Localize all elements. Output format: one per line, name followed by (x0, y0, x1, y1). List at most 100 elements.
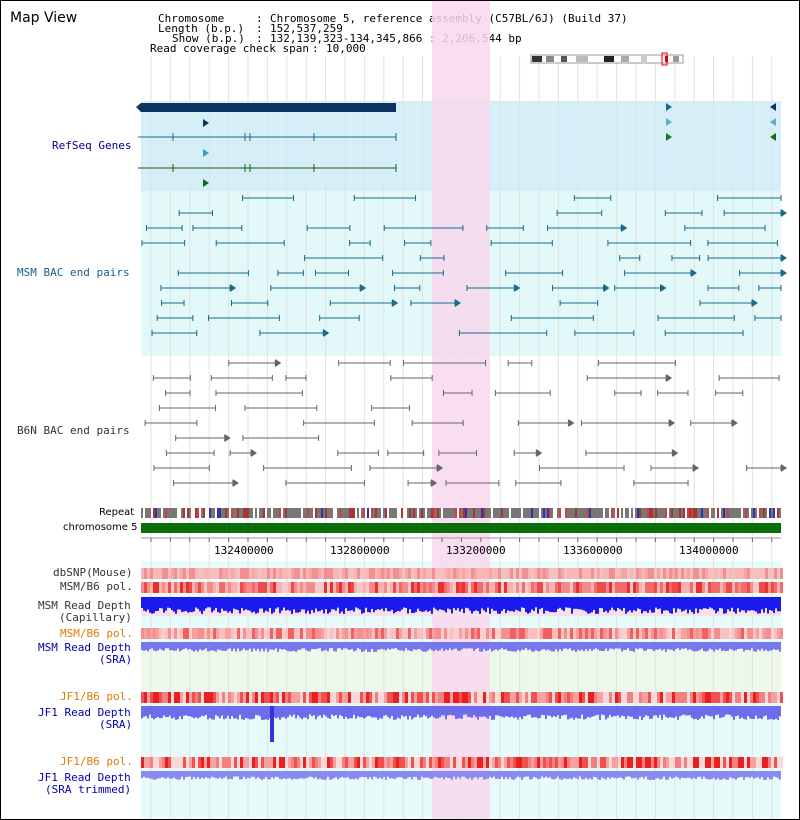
heat-cell (432, 628, 435, 639)
heat-cell (345, 628, 348, 639)
heat-cell (177, 568, 180, 579)
depth-bar (193, 706, 195, 719)
depth-bar (681, 706, 683, 716)
heat-cell (195, 757, 198, 768)
depth-bar (721, 597, 723, 609)
repeat-cell (641, 508, 643, 518)
heat-cell (468, 628, 471, 639)
heat-cell (651, 568, 654, 579)
depth-bar (199, 597, 201, 612)
depth-bar (487, 642, 489, 651)
heat-cell (765, 568, 768, 579)
depth-bar (709, 706, 711, 717)
heat-cell (270, 628, 273, 639)
chromosome-label: Chromosome (158, 12, 225, 25)
heat-cell (309, 628, 312, 639)
depth-bar (553, 642, 555, 652)
heat-cell (198, 628, 201, 639)
depth-bar (293, 706, 295, 715)
heat-cell (675, 757, 678, 768)
depth-bar (211, 706, 213, 720)
depth-bar (297, 597, 299, 613)
heat-cell (564, 757, 567, 768)
heat-cell (150, 568, 153, 579)
heat-cell (546, 692, 549, 703)
heat-cell (615, 582, 618, 593)
heat-cell (327, 757, 330, 768)
heat-cell (192, 628, 195, 639)
heat-cell (141, 568, 144, 579)
depth-bar (235, 771, 237, 777)
depth-bar (143, 706, 145, 717)
repeat-cell (605, 508, 607, 518)
depth-bar (577, 771, 579, 780)
depth-bar (753, 642, 755, 652)
heat-cell (591, 568, 594, 579)
repeat-cell (505, 508, 507, 518)
depth-bar (351, 642, 353, 650)
heat-cell (279, 628, 282, 639)
heat-cell (540, 628, 543, 639)
depth-bar (397, 597, 399, 611)
depth-bar (345, 597, 347, 609)
depth-bar (165, 771, 167, 779)
depth-bar (655, 642, 657, 650)
bac-arrow (232, 479, 239, 487)
heat-cell (171, 568, 174, 579)
heat-cell (156, 568, 159, 579)
depth-bar (305, 771, 307, 779)
heat-cell (606, 628, 609, 639)
repeat-cell (237, 508, 239, 518)
depth-bar (227, 771, 229, 780)
heat-cell (687, 692, 690, 703)
depth-bar (429, 597, 431, 611)
depth-bar (441, 642, 443, 649)
heat-cell (672, 628, 675, 639)
heat-cell (276, 582, 279, 593)
heat-cell (606, 757, 609, 768)
depth-bar (175, 597, 177, 614)
depth-bar (299, 771, 301, 779)
heat-cell (546, 568, 549, 579)
heat-cell (228, 692, 231, 703)
depth-bar (587, 771, 589, 780)
depth-bar (627, 706, 629, 716)
depth-bar (753, 706, 755, 720)
heat-cell (552, 692, 555, 703)
depth-bar (349, 642, 351, 650)
depth-bar (457, 706, 459, 719)
depth-bar (701, 706, 703, 717)
heat-cell (231, 628, 234, 639)
depth-bar (269, 771, 271, 780)
heat-cell (519, 568, 522, 579)
heat-cell (225, 628, 228, 639)
heat-cell (429, 692, 432, 703)
depth-bar (239, 771, 241, 780)
depth-bar (401, 642, 403, 651)
heat-cell (501, 628, 504, 639)
heat-cell (336, 692, 339, 703)
heat-cell (345, 757, 348, 768)
depth-bar (585, 642, 587, 650)
repeat-cell (465, 508, 467, 518)
heat-cell (618, 568, 621, 579)
heat-cell (618, 628, 621, 639)
heat-cell (444, 692, 447, 703)
depth-bar (615, 597, 617, 612)
heat-cell (174, 628, 177, 639)
depth-bar (271, 642, 273, 650)
heat-cell (630, 582, 633, 593)
depth-bar (581, 597, 583, 610)
heat-cell (597, 568, 600, 579)
heat-cell (690, 568, 693, 579)
depth-bar (711, 771, 713, 779)
heat-cell (276, 757, 279, 768)
heat-cell (510, 692, 513, 703)
depth-bar (735, 771, 737, 780)
heat-cell (705, 568, 708, 579)
heat-cell (171, 628, 174, 639)
repeat-cell (513, 508, 515, 518)
repeat-cell (235, 508, 237, 518)
heat-cell (741, 692, 744, 703)
